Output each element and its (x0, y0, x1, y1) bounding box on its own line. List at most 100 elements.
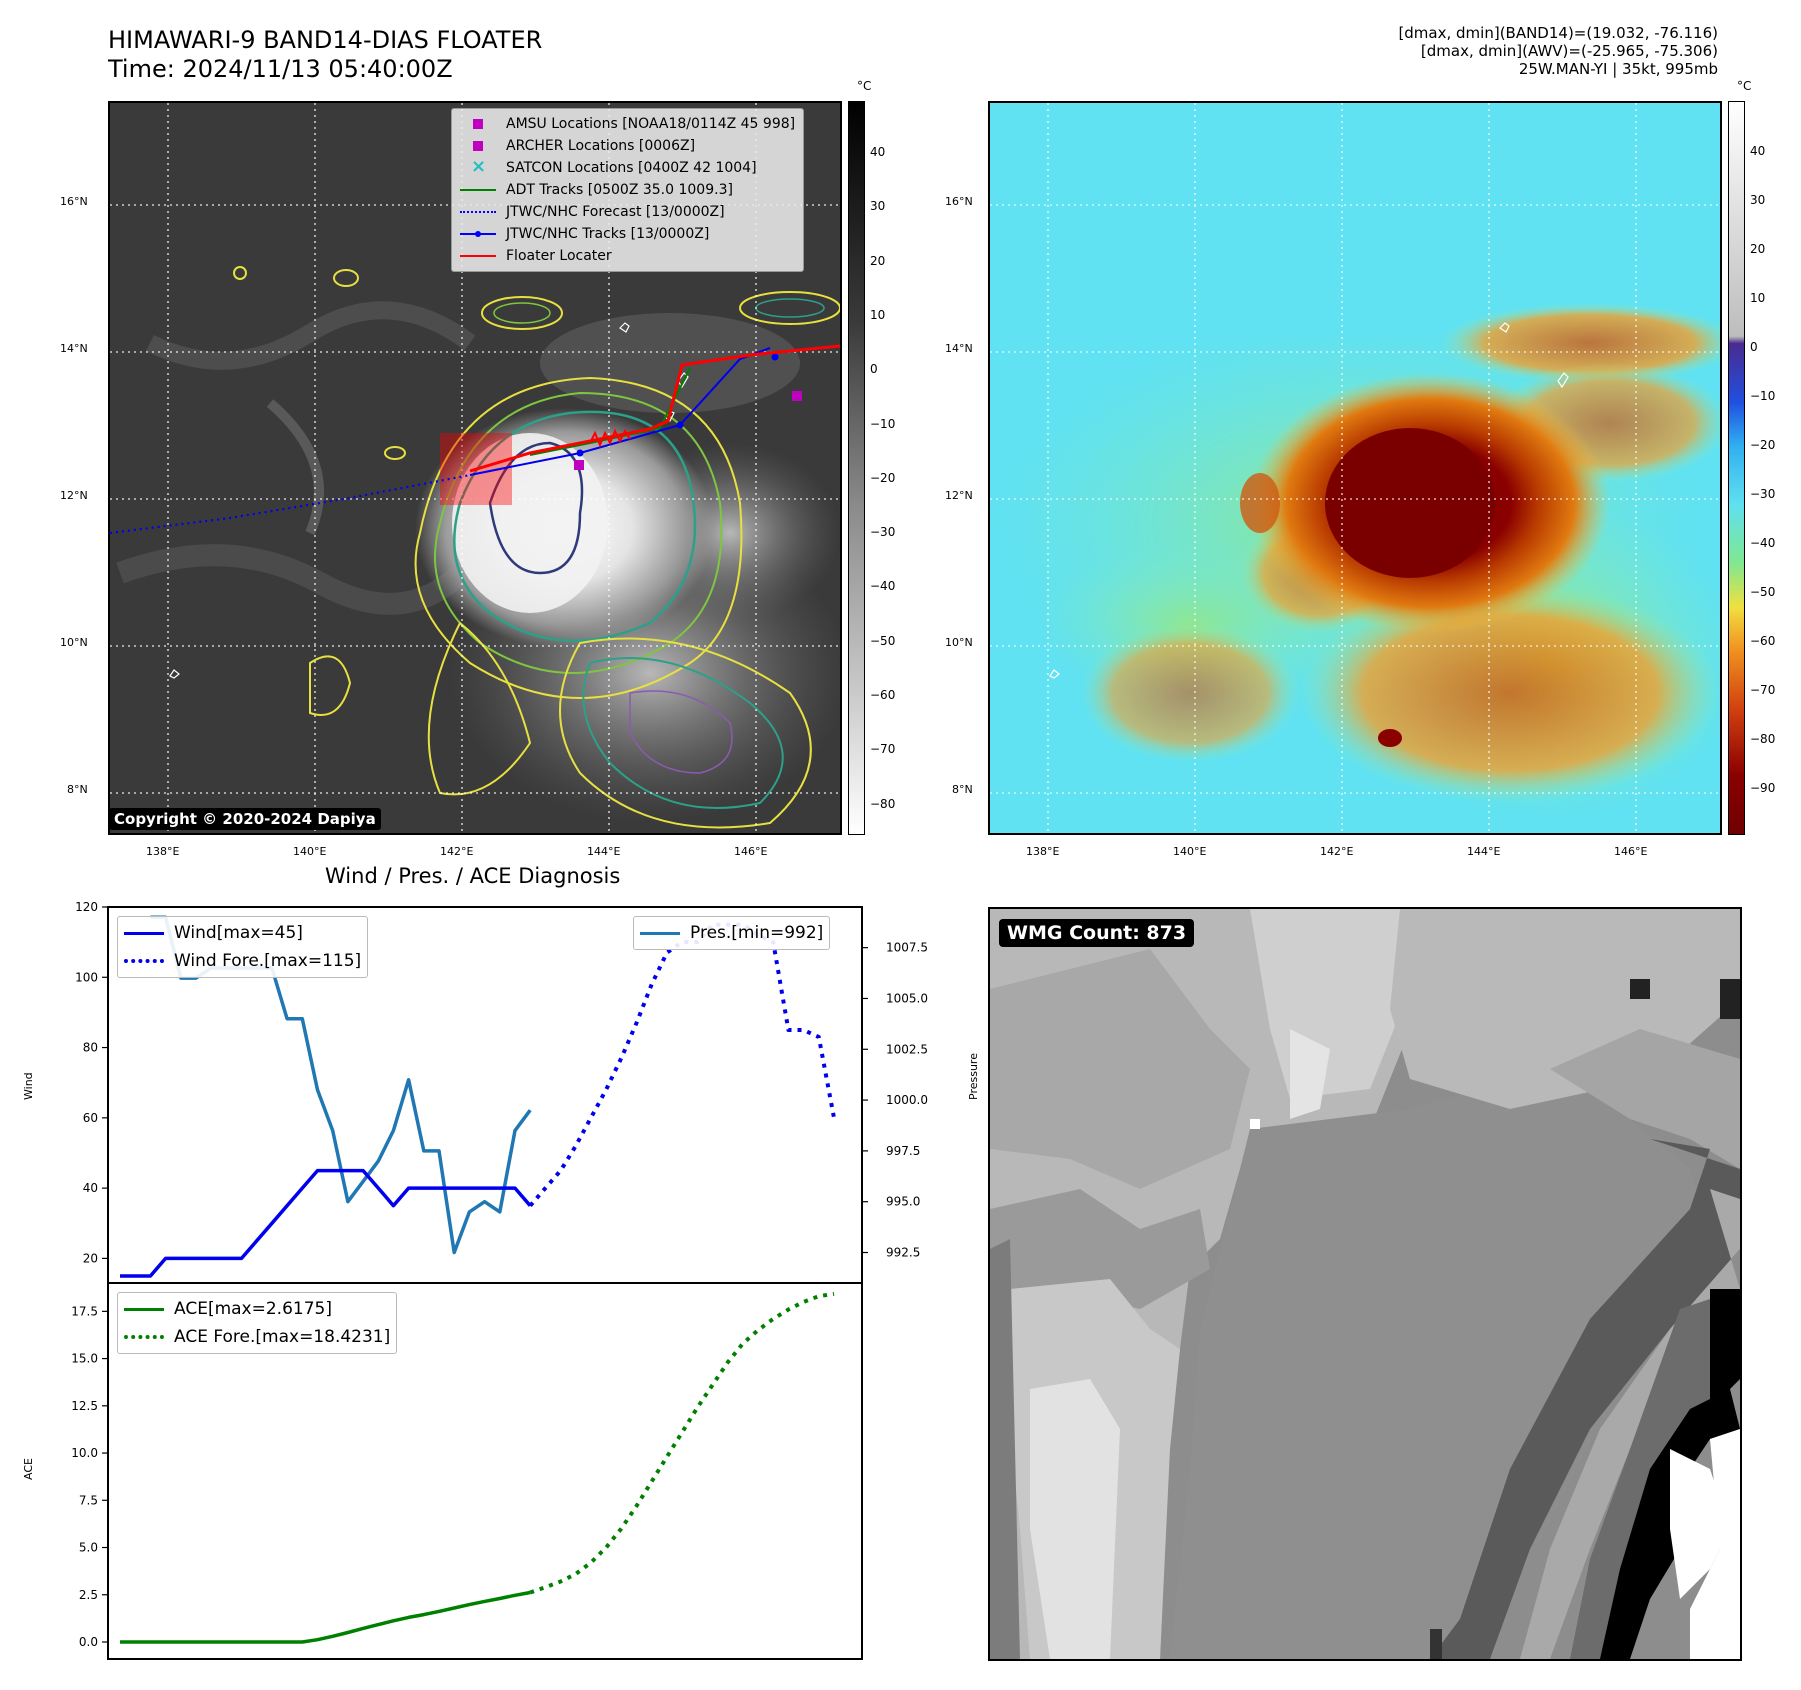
colorbar-left (848, 101, 865, 835)
colorbar-tick-label: −80 (1750, 732, 1776, 746)
wind-forecast-series-line (528, 922, 836, 1208)
legend-item-jtwc-tracks: JTWC/NHC Tracks [13/0000Z] (460, 223, 795, 245)
colorbar-tick-label: −20 (1750, 438, 1776, 452)
figure-time: Time: 2024/11/13 05:40:00Z (108, 55, 453, 83)
info-band14: [dmax, dmin](BAND14)=(19.032, -76.116) (1398, 24, 1718, 42)
dotted-line-icon (460, 205, 496, 219)
colorbar-tick-label: −70 (1750, 683, 1776, 697)
colorbar-tick-label: 40 (1750, 144, 1766, 158)
colorbar-tick-label: −30 (1750, 487, 1776, 501)
ace-ytick-label: 5.0 (79, 1541, 98, 1555)
lon-label-142e-r: 142°E (1320, 845, 1354, 858)
lat-label-12n: 12°N (60, 489, 88, 502)
awv-map-image (990, 103, 1720, 833)
colorbar-tick-label: 30 (870, 199, 886, 214)
ace-forecast-series-line (529, 1291, 835, 1595)
ace-series-line (120, 1590, 531, 1644)
line-icon (460, 249, 496, 263)
legend-label: Wind Fore.[max=115] (174, 951, 362, 971)
legend-item-floater: Floater Locater (460, 245, 795, 267)
lat-label-8n-r: 8°N (952, 783, 973, 796)
pressure-ylabel: Pressure (966, 1053, 980, 1100)
ace-ytick-label: 12.5 (71, 1399, 98, 1413)
wind-ytick-label: 20 (83, 1251, 98, 1265)
legend-label: Wind[max=45] (174, 923, 303, 943)
colorbar-tick-label: −40 (1750, 536, 1776, 550)
legend-label: Pres.[min=992] (690, 923, 824, 943)
awv-map-panel (988, 101, 1722, 835)
legend-label: JTWC/NHC Forecast [13/0000Z] (506, 204, 725, 220)
lon-label-144e-r: 144°E (1467, 845, 1501, 858)
dotted-line-icon (124, 1335, 164, 1339)
line-icon (460, 183, 496, 197)
pressure-ytick-label: 1002.5 (886, 1042, 928, 1056)
lon-label-142e: 142°E (440, 845, 474, 858)
wind-ytick-label: 100 (75, 970, 98, 984)
ace-ytick-label: 2.5 (79, 1588, 98, 1602)
lon-label-146e-r: 146°E (1614, 845, 1648, 858)
legend-item-adt: ADT Tracks [0500Z 35.0 1009.3] (460, 179, 795, 201)
x-marker-icon: × (471, 156, 487, 177)
legend-label: ACE Fore.[max=18.4231] (174, 1327, 391, 1347)
copyright-label: Copyright © 2020-2024 Dapiya (109, 808, 381, 830)
pressure-ytick-label: 1000.0 (886, 1093, 928, 1107)
pressure-legend: Pres.[min=992] (633, 916, 831, 950)
ace-ytick-label: 15.0 (71, 1352, 98, 1366)
legend-item-archer: ARCHER Locations [0006Z] (460, 135, 795, 157)
legend-item-wind: Wind[max=45] (124, 919, 361, 947)
pressure-ytick-label: 1007.5 (886, 941, 928, 955)
colorbar-tick-label: −20 (870, 470, 896, 485)
ace-ytick-label: 7.5 (79, 1493, 98, 1507)
pressure-ytick-label: 1005.0 (886, 991, 928, 1005)
lat-label-14n: 14°N (60, 342, 88, 355)
colorbar-tick-label: 20 (870, 253, 886, 268)
colorbar-tick-label: 0 (1750, 340, 1758, 354)
wind-ytick-label: 80 (83, 1041, 98, 1055)
colorbar-left-unit: °C (857, 79, 872, 93)
lat-label-10n-r: 10°N (945, 636, 973, 649)
colorbar-tick-label: −30 (870, 525, 896, 540)
dotted-line-icon (124, 959, 164, 963)
figure-title: HIMAWARI-9 BAND14-DIAS FLOATER (108, 26, 543, 54)
lon-label-140e: 140°E (293, 845, 327, 858)
wmg-count-label: WMG Count: 873 (999, 919, 1195, 947)
colorbar-tick-label: 20 (1750, 242, 1766, 256)
legend-item-ace-fore: ACE Fore.[max=18.4231] (124, 1323, 390, 1351)
lat-label-12n-r: 12°N (945, 489, 973, 502)
wind-ytick-label: 40 (83, 1181, 98, 1195)
legend-item-satcon: × SATCON Locations [0400Z 42 1004] (460, 156, 795, 179)
lat-label-8n: 8°N (67, 783, 88, 796)
pressure-ytick-label: 997.5 (886, 1144, 920, 1158)
legend-label: AMSU Locations [NOAA18/0114Z 45 998] (506, 116, 796, 132)
ace-ytick-label: 10.0 (71, 1446, 98, 1460)
solid-line-icon (124, 1307, 164, 1311)
colorbar-tick-label: 30 (1750, 193, 1766, 207)
legend-label: SATCON Locations [0400Z 42 1004] (506, 160, 757, 176)
lon-label-138e-r: 138°E (1026, 845, 1060, 858)
colorbar-tick-label: −50 (870, 633, 896, 648)
lon-label-144e: 144°E (587, 845, 621, 858)
colorbar-tick-label: −10 (1750, 389, 1776, 403)
square-marker-icon (460, 117, 496, 131)
colorbar-right (1728, 101, 1745, 835)
pressure-ytick-label: 995.0 (886, 1195, 920, 1209)
lat-label-16n: 16°N (60, 195, 88, 208)
legend-label: ADT Tracks [0500Z 35.0 1009.3] (506, 182, 733, 198)
colorbar-tick-label: 40 (870, 145, 886, 159)
colorbar-tick-label: −70 (870, 742, 896, 757)
solid-line-icon (124, 931, 164, 935)
legend-label: ARCHER Locations [0006Z] (506, 138, 696, 154)
ace-legend: ACE[max=2.6175] ACE Fore.[max=18.4231] (117, 1292, 398, 1354)
colorbar-tick-label: 10 (1750, 291, 1766, 305)
legend-item-jtwc-forecast: JTWC/NHC Forecast [13/0000Z] (460, 201, 795, 223)
wind-ylabel: Wind (22, 1072, 35, 1100)
wind-series-line (120, 1168, 532, 1278)
colorbar-right-unit: °C (1737, 79, 1752, 93)
colorbar-tick-label: 10 (870, 307, 886, 322)
lon-label-140e-r: 140°E (1173, 845, 1207, 858)
info-block: [dmax, dmin](BAND14)=(19.032, -76.116) [… (1118, 24, 1718, 78)
info-storm: 25W.MAN-YI | 35kt, 995mb (1518, 60, 1718, 78)
legend-item-pres: Pres.[min=992] (640, 919, 823, 947)
legend-label: Floater Locater (506, 248, 612, 264)
map-legend: AMSU Locations [NOAA18/0114Z 45 998] ARC… (451, 108, 805, 272)
